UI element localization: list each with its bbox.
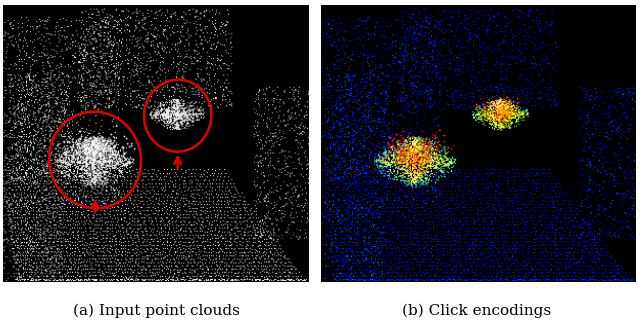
Text: (b) Click encodings: (b) Click encodings xyxy=(402,303,552,318)
Text: (a) Input point clouds: (a) Input point clouds xyxy=(74,303,240,318)
